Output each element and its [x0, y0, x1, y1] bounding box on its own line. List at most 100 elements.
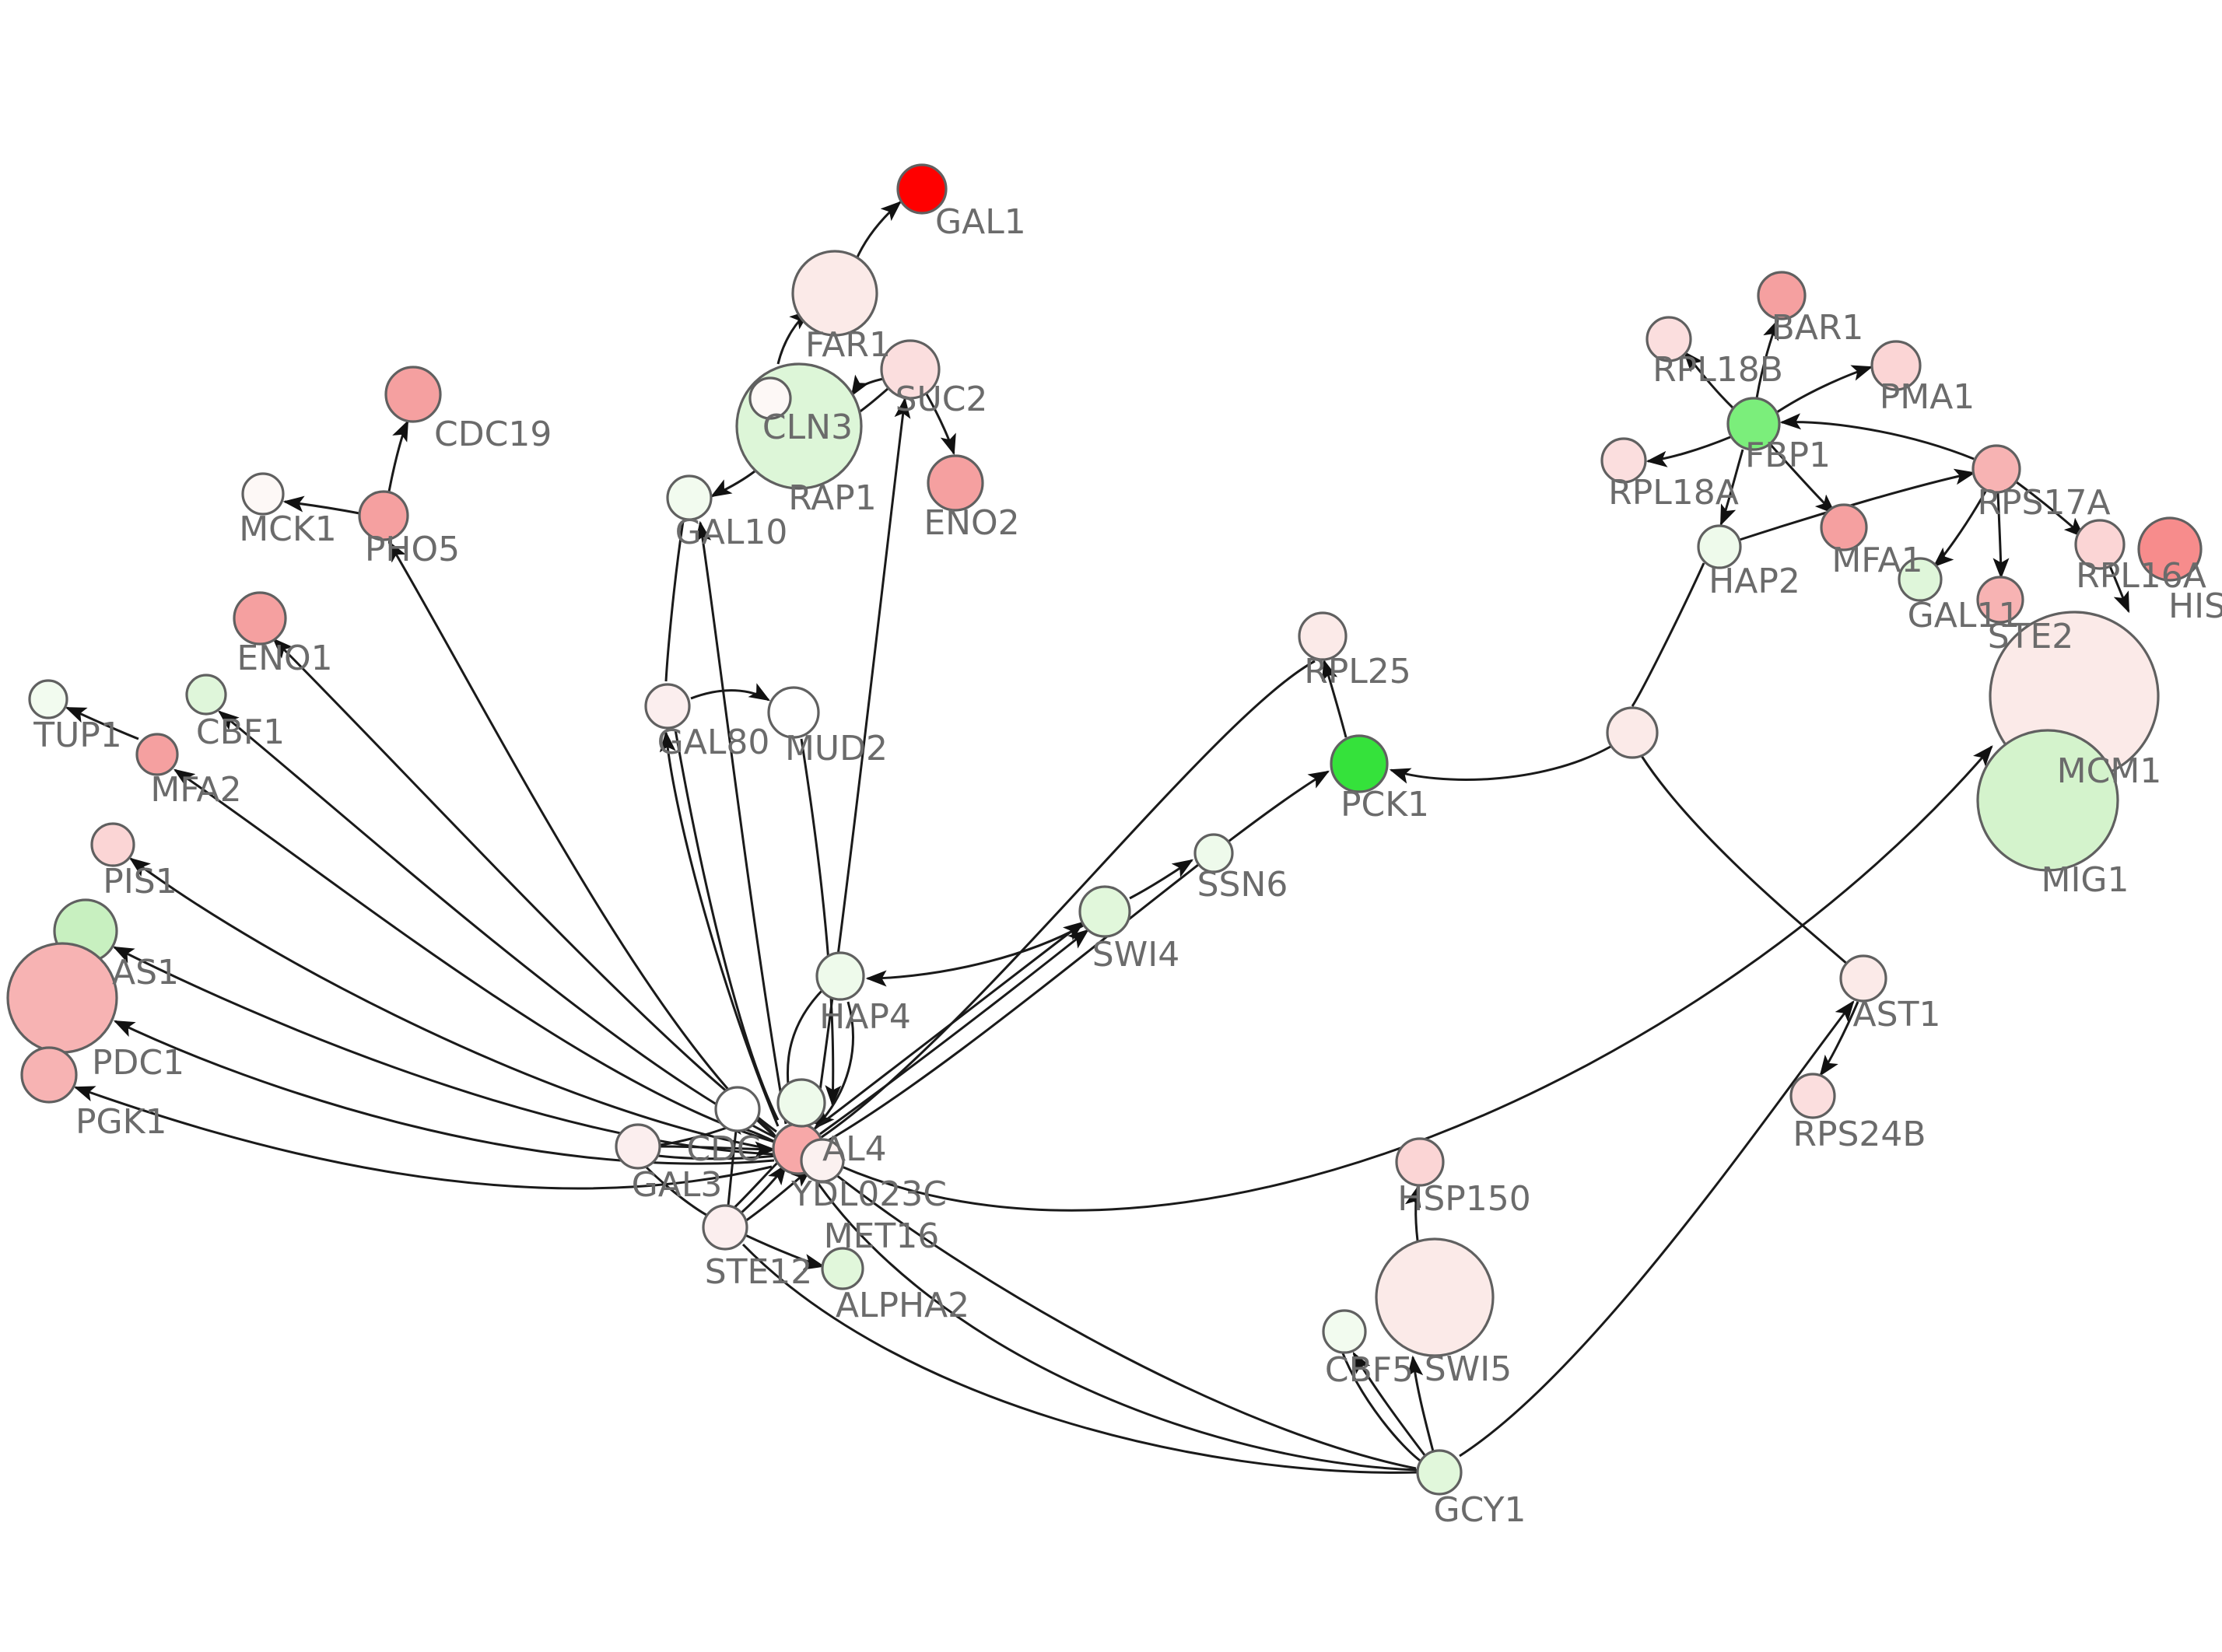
gene-node-fbp1[interactable]: [1726, 397, 1781, 451]
edge-ste12-to-alpha2[interactable]: [745, 1234, 825, 1270]
edge-gal4-to-gcy1[interactable]: [821, 1162, 1417, 1470]
edge-pho5-to-cdc19[interactable]: [387, 419, 409, 492]
edge-swi4-to-hap4[interactable]: [865, 924, 1084, 987]
edge-ste12-to-cdc[interactable]: [727, 1130, 738, 1206]
gene-node-pis1[interactable]: [90, 822, 135, 867]
edge-gal4-to-gas1[interactable]: [112, 946, 775, 1156]
gene-node-gal1[interactable]: [896, 163, 948, 215]
edge-gal4-to-rpl25[interactable]: [821, 660, 1316, 1139]
edge-gal80-to-mud2[interactable]: [690, 683, 771, 702]
edge-hap2-to-node_r1[interactable]: [1631, 562, 1705, 707]
edge-hap2-to-rps17a[interactable]: [1739, 468, 1976, 541]
edge-gal4-to-suc2[interactable]: [814, 397, 911, 1125]
edge-node_r1-to-ast1[interactable]: [1640, 755, 1849, 966]
gene-node-eno2[interactable]: [927, 454, 984, 512]
edge-gcy1-to-ast1[interactable]: [1459, 1000, 1855, 1458]
edge-gal4-to-pgk1[interactable]: [73, 1086, 773, 1190]
edge-gal4-to-swi4[interactable]: [813, 921, 1085, 1131]
edge-gal4-to-mcm1[interactable]: [824, 745, 1993, 1212]
gene-node-hap2[interactable]: [1697, 524, 1742, 569]
edge-gal4-to-cln3[interactable]: [695, 520, 787, 1125]
gene-node-swi5[interactable]: [1375, 1237, 1495, 1357]
gene-node-rpl18b[interactable]: [1645, 316, 1692, 362]
gene-node-gal11[interactable]: [1898, 557, 1943, 602]
edge-gal10-to-gal80[interactable]: [664, 520, 685, 682]
gene-node-mfa2[interactable]: [135, 733, 179, 776]
gene-node-ste2[interactable]: [1976, 576, 2024, 624]
gene-node-mck1[interactable]: [241, 472, 285, 516]
gene-node-ssn6[interactable]: [1193, 833, 1234, 873]
edge-gcy1-to-swi5[interactable]: [1407, 1355, 1435, 1452]
edge-gal4-to-pis1[interactable]: [129, 857, 775, 1151]
edge-rps17a-to-ste2[interactable]: [1992, 492, 2010, 579]
gene-node-mig1[interactable]: [1976, 729, 2119, 872]
gene-node-node_r1[interactable]: [1606, 706, 1659, 759]
edge-gal4-to-gal3[interactable]: [657, 1154, 777, 1160]
edge-gal3-to-gal4[interactable]: [659, 1141, 776, 1158]
gene-node-cdc[interactable]: [714, 1086, 761, 1132]
edge-gal4-to-pho5[interactable]: [387, 540, 775, 1137]
gene-node-alpha2[interactable]: [821, 1247, 864, 1290]
edge-gal4-to-swi4[interactable]: [819, 929, 1089, 1136]
gene-node-pck1[interactable]: [1330, 734, 1389, 793]
gene-node-pma1[interactable]: [1870, 340, 1922, 391]
gene-node-bar1[interactable]: [1757, 271, 1807, 320]
gene-node-rpl18a[interactable]: [1600, 437, 1647, 484]
gene-node-gal80[interactable]: [644, 683, 691, 730]
gene-node-pho5[interactable]: [358, 490, 409, 541]
gene-node-gal10[interactable]: [666, 474, 713, 521]
gene-node-ydl023c[interactable]: [800, 1138, 845, 1183]
gene-node-node_g1[interactable]: [776, 1078, 826, 1128]
gene-node-rpl25[interactable]: [1298, 611, 1348, 661]
edge-cdc-to-gal3[interactable]: [659, 1126, 727, 1146]
edge-pck1-to-rpl25[interactable]: [1322, 659, 1348, 738]
edge-gal4-to-pdc1[interactable]: [113, 1020, 775, 1165]
edge-fbp1-to-hap2[interactable]: [1719, 449, 1744, 527]
edge-pho5-to-mck1[interactable]: [282, 495, 360, 515]
edge-rps17a-to-fbp1[interactable]: [1779, 413, 1975, 460]
edge-ste12-to-gcy1[interactable]: [741, 1243, 1418, 1474]
edge-fbp1-to-rpl18a[interactable]: [1645, 436, 1731, 467]
gene-node-mfa1[interactable]: [1820, 503, 1868, 551]
edge-gcy1-to-cbf5[interactable]: [1352, 1351, 1427, 1457]
gene-node-rps17a[interactable]: [1971, 444, 2021, 494]
gene-node-gcy1[interactable]: [1416, 1449, 1463, 1496]
gene-node-cdc19[interactable]: [384, 366, 442, 423]
edge-mfa2-to-tup1[interactable]: [65, 706, 139, 740]
edge-gal4-to-gal80[interactable]: [659, 730, 780, 1127]
gene-node-pgk1[interactable]: [20, 1046, 78, 1104]
edge-swi5-to-hsp150[interactable]: [1404, 1185, 1421, 1241]
edge-node_r1-to-pck1[interactable]: [1389, 745, 1611, 784]
gene-node-cbf1[interactable]: [185, 674, 227, 716]
edge-fbp1-to-pma1[interactable]: [1776, 365, 1873, 414]
edge-hap4-to-gal4[interactable]: [814, 1001, 854, 1129]
gene-node-mud2[interactable]: [767, 686, 820, 739]
edge-gal4-to-pck1[interactable]: [822, 770, 1330, 1145]
gene-node-cbf5[interactable]: [1322, 1309, 1367, 1354]
gene-node-suc2[interactable]: [880, 339, 941, 400]
edge-gal4-to-cbf1[interactable]: [218, 710, 776, 1139]
gene-node-his4[interactable]: [2137, 516, 2203, 582]
edge-far1-to-gal1[interactable]: [854, 201, 902, 261]
edge-fbp1-to-bar1[interactable]: [1755, 318, 1779, 399]
edge-swi4-to-ssn6[interactable]: [1129, 859, 1194, 900]
edge-cln3-to-gal10[interactable]: [710, 470, 755, 498]
gene-node-rap1[interactable]: [748, 376, 792, 420]
gene-node-ast1[interactable]: [1839, 954, 1887, 1003]
edge-gal80-to-gal4[interactable]: [674, 729, 780, 1121]
gene-node-ste12[interactable]: [702, 1204, 748, 1251]
edge-cbf5-to-gcy1[interactable]: [1341, 1353, 1423, 1464]
gene-node-gal3[interactable]: [615, 1123, 661, 1170]
gene-node-swi4[interactable]: [1078, 885, 1131, 938]
gene-node-far1[interactable]: [791, 250, 878, 337]
gene-node-hap4[interactable]: [815, 951, 865, 1001]
edge-gal4-to-mfa2[interactable]: [173, 768, 775, 1143]
edge-suc2-to-eno2[interactable]: [924, 392, 956, 456]
edge-gal4-to-eno1[interactable]: [272, 638, 777, 1133]
gene-node-hsp150[interactable]: [1395, 1137, 1445, 1187]
gene-node-eno1[interactable]: [233, 591, 287, 646]
edge-rpl16a-to-mcm1[interactable]: [2108, 565, 2130, 614]
gene-node-tup1[interactable]: [28, 679, 68, 719]
edge-gcy1-to-gal4[interactable]: [811, 1175, 1418, 1472]
edge-mud2-to-gal4[interactable]: [800, 738, 842, 1107]
